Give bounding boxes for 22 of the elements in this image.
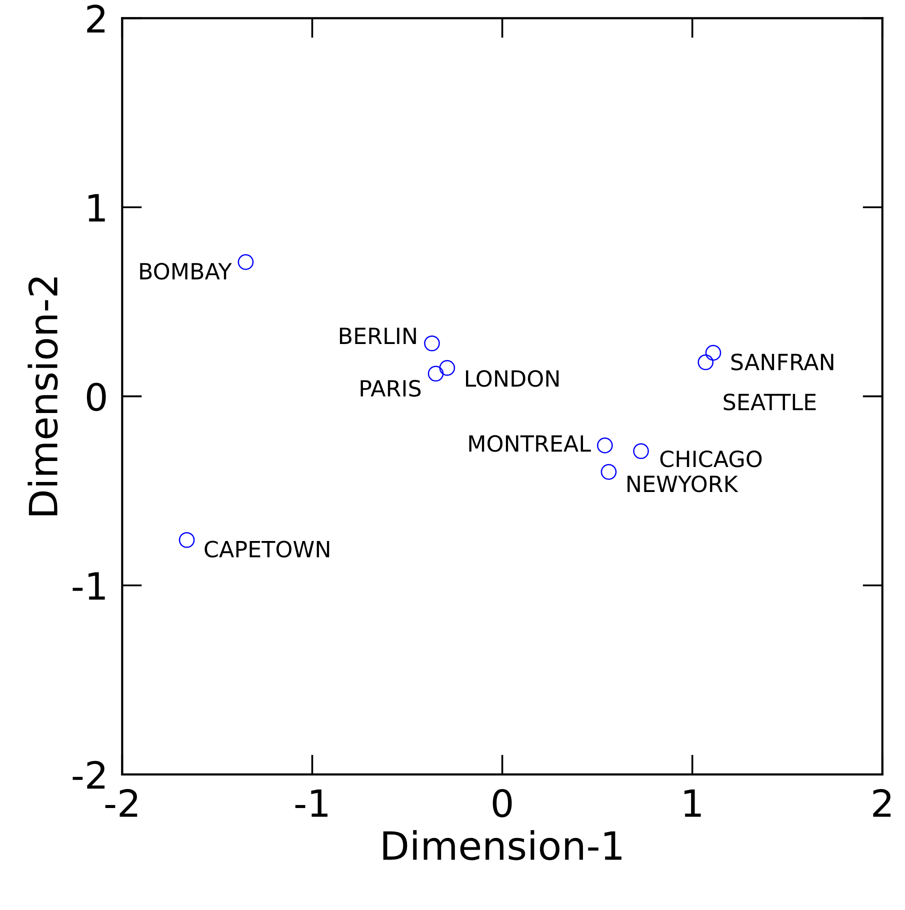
y-axis-title: Dimension-2 — [28, 277, 58, 516]
annotation: CHICAGO — [660, 450, 762, 468]
y-tick-label: -1 — [72, 572, 105, 600]
annotation: SEATTLE — [724, 394, 816, 410]
annotation: NEWYORK — [628, 475, 738, 492]
annotation: CAPETOWN — [204, 540, 330, 558]
y-tick-label: -2 — [72, 760, 105, 789]
annotation: BOMBAY — [140, 262, 232, 280]
annotation: SANFRAN — [731, 354, 834, 370]
x-tick-label: -1 — [295, 789, 328, 817]
x-tick-label: 0 — [492, 788, 512, 818]
x-tick-label: 2 — [873, 788, 891, 817]
x-tick-label: 1 — [684, 789, 701, 817]
annotation: BERLIN — [340, 328, 416, 344]
x-tick-label: -2 — [105, 788, 138, 817]
x-axis-title: Dimension-1 — [383, 830, 622, 860]
annotation: LONDON — [466, 370, 559, 387]
y-tick-label: 2 — [87, 4, 105, 32]
y-tick-label: 0 — [86, 382, 106, 412]
annotation: MONTREAL — [469, 435, 591, 452]
annotation: PARIS — [360, 380, 421, 397]
y-tick-label: 1 — [88, 194, 105, 222]
